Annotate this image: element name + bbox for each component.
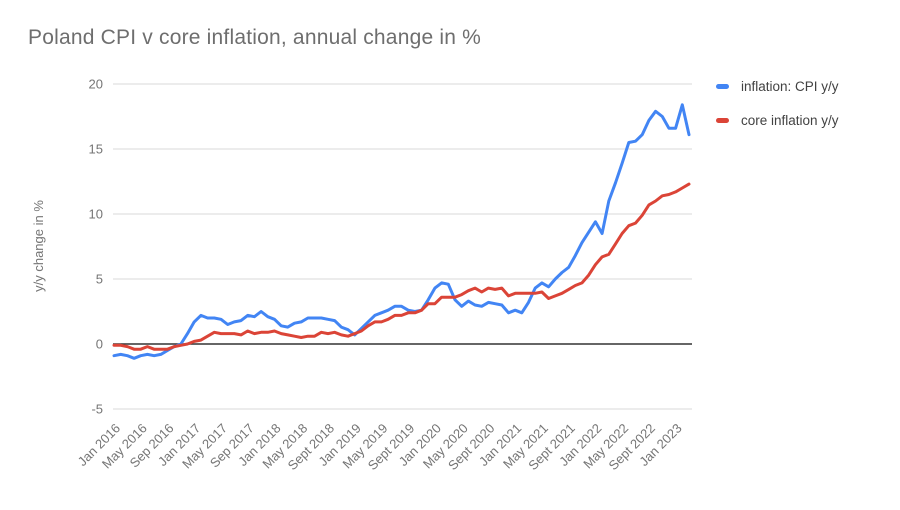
chart-title: Poland CPI v core inflation, annual chan…	[28, 26, 482, 49]
y-tick-label: -5	[91, 402, 103, 417]
y-tick-label: 10	[89, 207, 103, 222]
core-legend-label: core inflation y/y	[741, 112, 839, 128]
legend: inflation: CPI y/y core inflation y/y	[716, 76, 839, 144]
legend-item-cpi: inflation: CPI y/y	[716, 76, 839, 96]
core-line	[112, 182, 691, 351]
gridlines	[113, 83, 692, 410]
y-axis-title: y/y change in %	[31, 200, 46, 292]
legend-item-core: core inflation y/y	[716, 110, 839, 130]
core-line-swatch-icon	[716, 117, 729, 123]
cpi-line-swatch-icon	[716, 83, 729, 89]
cpi-legend-label: inflation: CPI y/y	[741, 78, 839, 94]
y-tick-label: 0	[96, 337, 103, 352]
series-lines	[112, 103, 691, 360]
y-tick-label: 20	[89, 77, 103, 92]
y-axis-tick-labels: 20 15 10 5 0 -5	[89, 77, 103, 417]
cpi-line	[112, 103, 691, 360]
y-tick-label: 15	[89, 142, 103, 157]
y-tick-label: 5	[96, 272, 103, 287]
